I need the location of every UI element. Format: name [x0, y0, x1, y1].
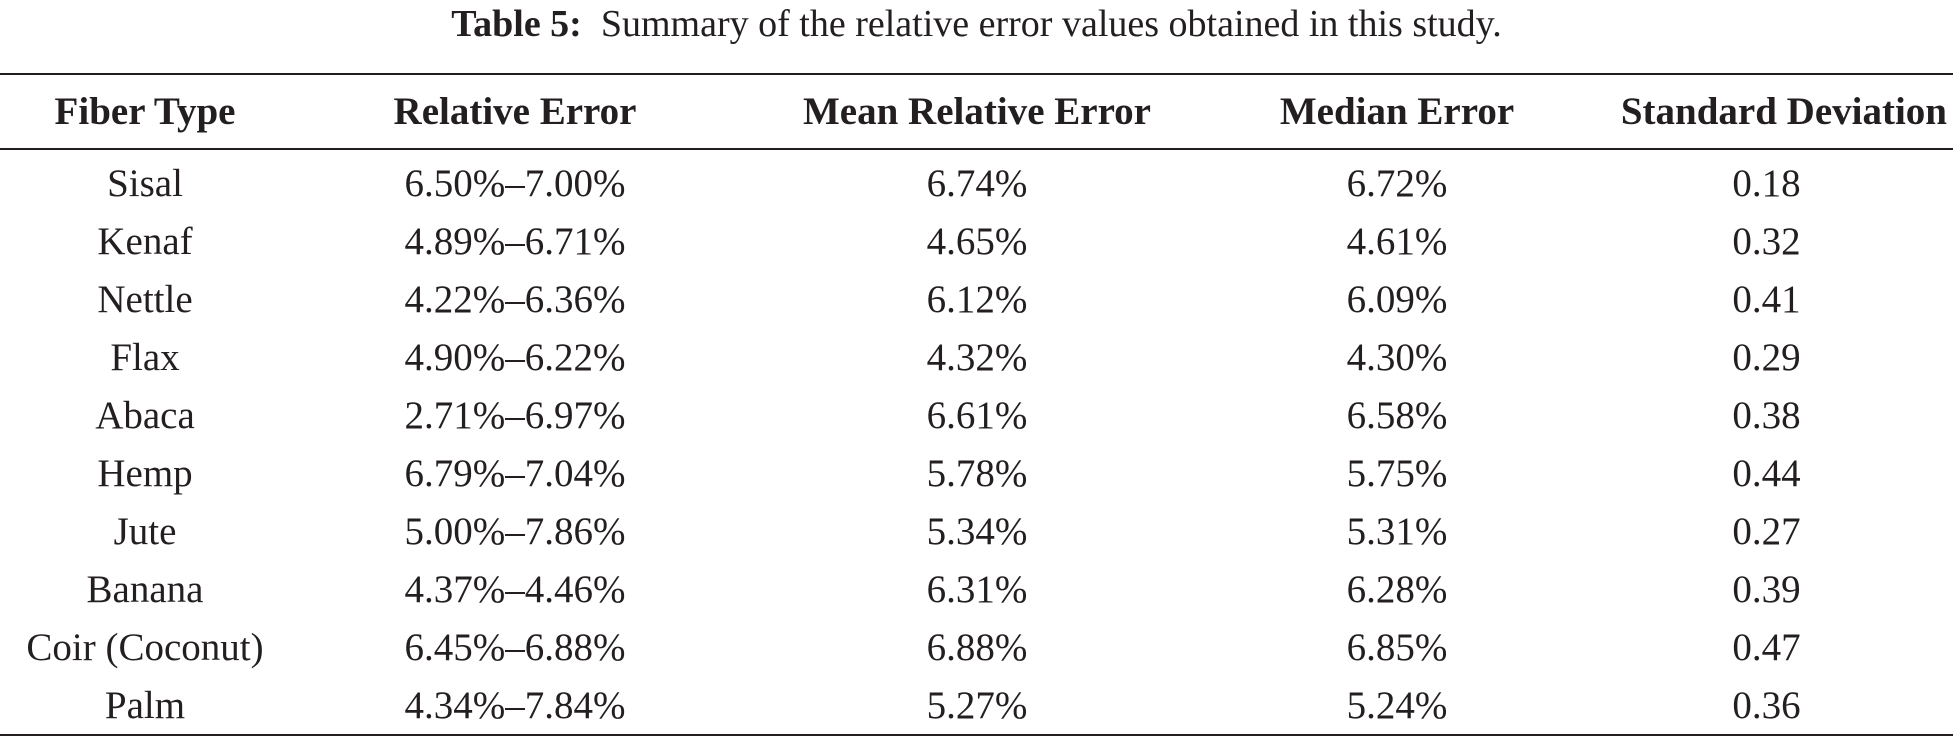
- header-relative-error: Relative Error: [393, 90, 637, 133]
- cell-fiber-type: Kenaf: [97, 219, 193, 263]
- cell-fiber-type: Abaca: [95, 393, 195, 437]
- cell-median-error: 6.58%: [1346, 393, 1448, 437]
- cell-standard-deviation: 0.44: [1732, 451, 1801, 495]
- cell-standard-deviation: 0.32: [1732, 219, 1801, 263]
- table-row: Palm 4.34%–7.84% 5.27% 5.24% 0.36: [0, 676, 1953, 735]
- cell-mean-relative-error: 4.65%: [926, 219, 1028, 263]
- cell-median-error: 6.09%: [1346, 277, 1448, 321]
- cell-mean-relative-error: 5.34%: [926, 509, 1028, 553]
- header-row: Fiber Type Relative Error Mean Relative …: [0, 74, 1953, 149]
- cell-relative-error: 6.50%–7.00%: [404, 161, 626, 205]
- cell-median-error: 5.31%: [1346, 509, 1448, 553]
- cell-fiber-type: Banana: [86, 567, 204, 611]
- cell-fiber-type: Jute: [113, 509, 177, 553]
- cell-fiber-type: Coir (Coconut): [26, 625, 264, 669]
- header-mean-relative-error: Mean Relative Error: [803, 90, 1151, 133]
- cell-relative-error: 4.34%–7.84%: [404, 683, 626, 727]
- caption-text: Summary of the relative error values obt…: [600, 3, 1502, 45]
- cell-relative-error: 4.22%–6.36%: [404, 277, 626, 321]
- cell-mean-relative-error: 4.32%: [926, 335, 1028, 379]
- cell-fiber-type: Palm: [104, 683, 186, 727]
- cell-mean-relative-error: 5.78%: [926, 451, 1028, 495]
- cell-median-error: 5.75%: [1346, 451, 1448, 495]
- cell-mean-relative-error: 6.61%: [926, 393, 1028, 437]
- cell-median-error: 6.72%: [1346, 161, 1448, 205]
- cell-median-error: 5.24%: [1346, 683, 1448, 727]
- table-row: Jute 5.00%–7.86% 5.34% 5.31% 0.27: [0, 502, 1953, 560]
- header-fiber-type: Fiber Type: [54, 90, 236, 133]
- table-row: Nettle 4.22%–6.36% 6.12% 6.09% 0.41: [0, 270, 1953, 328]
- cell-mean-relative-error: 6.88%: [926, 625, 1028, 669]
- cell-relative-error: 2.71%–6.97%: [404, 393, 626, 437]
- cell-relative-error: 6.79%–7.04%: [404, 451, 626, 495]
- cell-fiber-type: Nettle: [97, 277, 193, 321]
- cell-mean-relative-error: 6.31%: [926, 567, 1028, 611]
- cell-median-error: 6.28%: [1346, 567, 1448, 611]
- table-container: Fiber Type Relative Error Mean Relative …: [0, 73, 1953, 736]
- cell-relative-error: 4.90%–6.22%: [404, 335, 626, 379]
- cell-relative-error: 6.45%–6.88%: [404, 625, 626, 669]
- cell-mean-relative-error: 5.27%: [926, 683, 1028, 727]
- table-row: Coir (Coconut) 6.45%–6.88% 6.88% 6.85% 0.47: [0, 618, 1953, 676]
- cell-standard-deviation: 0.39: [1732, 567, 1801, 611]
- table-caption: Table 5: Summary of the relative error v…: [0, 0, 1953, 58]
- caption-label: Table 5:: [451, 3, 582, 45]
- table-header: Fiber Type Relative Error Mean Relative …: [0, 74, 1953, 149]
- cell-fiber-type: Sisal: [107, 161, 183, 205]
- cell-relative-error: 5.00%–7.86%: [404, 509, 626, 553]
- header-standard-deviation: Standard Deviation: [1620, 90, 1947, 133]
- table-row: Flax 4.90%–6.22% 4.32% 4.30% 0.29: [0, 328, 1953, 386]
- header-median-error: Median Error: [1279, 90, 1515, 133]
- cell-median-error: 4.61%: [1346, 219, 1448, 263]
- cell-fiber-type: Flax: [110, 335, 180, 379]
- table-row: Abaca 2.71%–6.97% 6.61% 6.58% 0.38: [0, 386, 1953, 444]
- cell-median-error: 6.85%: [1346, 625, 1448, 669]
- cell-standard-deviation: 0.38: [1732, 393, 1801, 437]
- cell-standard-deviation: 0.27: [1732, 509, 1801, 553]
- cell-standard-deviation: 0.36: [1732, 683, 1801, 727]
- cell-mean-relative-error: 6.74%: [926, 161, 1028, 205]
- table-row: Sisal 6.50%–7.00% 6.74% 6.72% 0.18: [0, 149, 1953, 212]
- table-body: Sisal 6.50%–7.00% 6.74% 6.72% 0.18 Kenaf 4.89%…: [0, 149, 1953, 735]
- relative-error-table: Fiber Type Relative Error Mean Relative …: [0, 73, 1953, 736]
- table-row: Banana 4.37%–4.46% 6.31% 6.28% 0.39: [0, 560, 1953, 618]
- cell-standard-deviation: 0.18: [1732, 161, 1801, 205]
- cell-mean-relative-error: 6.12%: [926, 277, 1028, 321]
- table-row: Hemp 6.79%–7.04% 5.78% 5.75% 0.44: [0, 444, 1953, 502]
- cell-relative-error: 4.89%–6.71%: [404, 219, 626, 263]
- cell-relative-error: 4.37%–4.46%: [404, 567, 626, 611]
- cell-standard-deviation: 0.29: [1732, 335, 1801, 379]
- cell-median-error: 4.30%: [1346, 335, 1448, 379]
- cell-fiber-type: Hemp: [97, 451, 193, 495]
- table-row: Kenaf 4.89%–6.71% 4.65% 4.61% 0.32: [0, 212, 1953, 270]
- cell-standard-deviation: 0.41: [1732, 277, 1801, 321]
- cell-standard-deviation: 0.47: [1732, 625, 1801, 669]
